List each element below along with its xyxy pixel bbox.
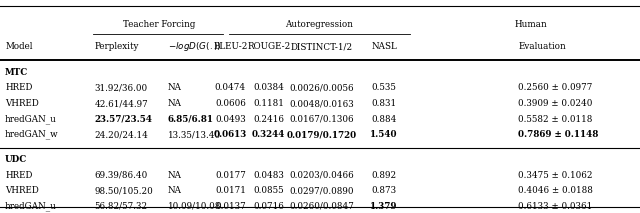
- Text: NASL: NASL: [371, 42, 397, 51]
- Text: 0.0171: 0.0171: [215, 186, 246, 195]
- Text: 56.82/57.32: 56.82/57.32: [95, 202, 148, 211]
- Text: 10.09/10.08: 10.09/10.08: [168, 202, 221, 211]
- Text: 0.0384: 0.0384: [253, 83, 284, 92]
- Text: 24.20/24.14: 24.20/24.14: [95, 130, 148, 139]
- Text: BLEU-2: BLEU-2: [213, 42, 248, 51]
- Text: 0.0177: 0.0177: [215, 171, 246, 180]
- Text: $-logD(G(.))$: $-logD(G(.))$: [168, 40, 221, 53]
- Text: 0.1181: 0.1181: [253, 99, 284, 108]
- Text: 0.0297/0.0890: 0.0297/0.0890: [290, 186, 354, 195]
- Text: NA: NA: [168, 186, 182, 195]
- Text: 0.892: 0.892: [371, 171, 397, 180]
- Text: 31.92/36.00: 31.92/36.00: [95, 83, 148, 92]
- Text: 0.0483: 0.0483: [253, 171, 284, 180]
- Text: 0.0855: 0.0855: [253, 186, 284, 195]
- Text: 0.0179/0.1720: 0.0179/0.1720: [287, 130, 357, 139]
- Text: 0.5582 ± 0.0118: 0.5582 ± 0.0118: [518, 115, 593, 124]
- Text: 23.57/23.54: 23.57/23.54: [95, 115, 153, 124]
- Text: 0.0474: 0.0474: [215, 83, 246, 92]
- Text: 0.0493: 0.0493: [215, 115, 246, 124]
- Text: 0.3244: 0.3244: [252, 130, 285, 139]
- Text: HRED: HRED: [5, 83, 33, 92]
- Text: Autoregression: Autoregression: [285, 20, 353, 29]
- Text: 1.540: 1.540: [371, 130, 397, 139]
- Text: Teacher Forcing: Teacher Forcing: [123, 20, 196, 29]
- Text: Perplexity: Perplexity: [95, 42, 140, 51]
- Text: UDC: UDC: [5, 155, 28, 164]
- Text: 0.831: 0.831: [371, 99, 397, 108]
- Text: 0.3909 ± 0.0240: 0.3909 ± 0.0240: [518, 99, 593, 108]
- Text: ROUGE-2: ROUGE-2: [247, 42, 291, 51]
- Text: VHRED: VHRED: [5, 186, 39, 195]
- Text: 0.7869 ± 0.1148: 0.7869 ± 0.1148: [518, 130, 599, 139]
- Text: HRED: HRED: [5, 171, 33, 180]
- Text: 0.535: 0.535: [372, 83, 396, 92]
- Text: 0.6133 ± 0.0361: 0.6133 ± 0.0361: [518, 202, 593, 211]
- Text: 0.0137: 0.0137: [215, 202, 246, 211]
- Text: 42.61/44.97: 42.61/44.97: [95, 99, 148, 108]
- Text: 1.379: 1.379: [371, 202, 397, 211]
- Text: NA: NA: [168, 99, 182, 108]
- Text: 0.2416: 0.2416: [253, 115, 284, 124]
- Text: 0.0260/0.0847: 0.0260/0.0847: [289, 202, 355, 211]
- Text: DISTINCT-1/2: DISTINCT-1/2: [291, 42, 353, 51]
- Text: hredGAN_u: hredGAN_u: [5, 114, 57, 124]
- Text: hredGAN_u: hredGAN_u: [5, 201, 57, 211]
- Text: Evaluation: Evaluation: [518, 42, 566, 51]
- Text: 0.0716: 0.0716: [253, 202, 284, 211]
- Text: 0.0203/0.0466: 0.0203/0.0466: [289, 171, 355, 180]
- Text: 13.35/13.40: 13.35/13.40: [168, 130, 221, 139]
- Text: Model: Model: [5, 42, 33, 51]
- Text: Human: Human: [515, 20, 548, 29]
- Text: 0.873: 0.873: [371, 186, 397, 195]
- Text: NA: NA: [168, 83, 182, 92]
- Text: 6.85/6.81: 6.85/6.81: [168, 115, 214, 124]
- Text: 69.39/86.40: 69.39/86.40: [95, 171, 148, 180]
- Text: 0.884: 0.884: [371, 115, 397, 124]
- Text: 0.0613: 0.0613: [214, 130, 247, 139]
- Text: 0.3475 ± 0.1062: 0.3475 ± 0.1062: [518, 171, 593, 180]
- Text: 0.0167/0.1306: 0.0167/0.1306: [290, 115, 354, 124]
- Text: 0.0048/0.0163: 0.0048/0.0163: [289, 99, 355, 108]
- Text: 0.0606: 0.0606: [215, 99, 246, 108]
- Text: 98.50/105.20: 98.50/105.20: [95, 186, 154, 195]
- Text: 0.0026/0.0056: 0.0026/0.0056: [290, 83, 354, 92]
- Text: hredGAN_w: hredGAN_w: [5, 130, 59, 140]
- Text: 0.2560 ± 0.0977: 0.2560 ± 0.0977: [518, 83, 593, 92]
- Text: NA: NA: [168, 171, 182, 180]
- Text: VHRED: VHRED: [5, 99, 39, 108]
- Text: 0.4046 ± 0.0188: 0.4046 ± 0.0188: [518, 186, 593, 195]
- Text: MTC: MTC: [5, 68, 28, 77]
